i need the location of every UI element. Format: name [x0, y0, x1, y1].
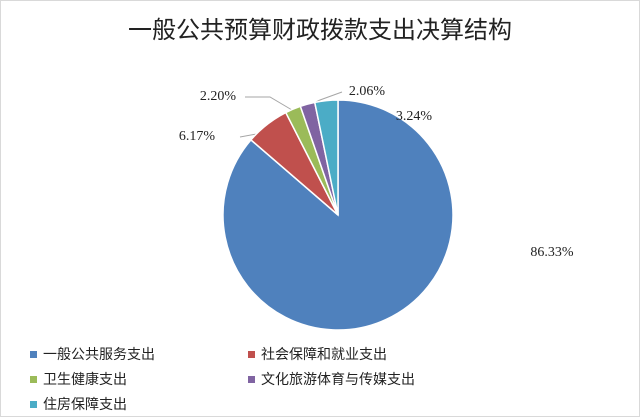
- data-label: 2.20%: [200, 89, 237, 104]
- legend-marker: [248, 351, 255, 358]
- data-label: 3.24%: [396, 109, 433, 124]
- legend-marker: [30, 351, 37, 358]
- data-label: 2.06%: [349, 84, 386, 99]
- pie-slice: [222, 99, 454, 331]
- pie-slice: [313, 99, 339, 216]
- legend-marker: [30, 376, 37, 383]
- legend-marker: [30, 401, 37, 408]
- legend-label: 文化旅游体育与传媒支出: [261, 372, 415, 388]
- chart-title: 一般公共预算财政拨款支出决算结构: [128, 16, 512, 44]
- data-label: 6.17%: [179, 129, 216, 144]
- legend-label: 卫生健康支出: [43, 371, 127, 388]
- legend-label: 住房保障支出: [43, 397, 127, 413]
- legend-label: 一般公共服务支出: [43, 347, 155, 363]
- legend-label: 社会保障和就业支出: [261, 347, 387, 363]
- data-label: 86.33%: [530, 245, 574, 260]
- leader-line: [245, 96, 293, 111]
- legend-marker: [248, 376, 255, 383]
